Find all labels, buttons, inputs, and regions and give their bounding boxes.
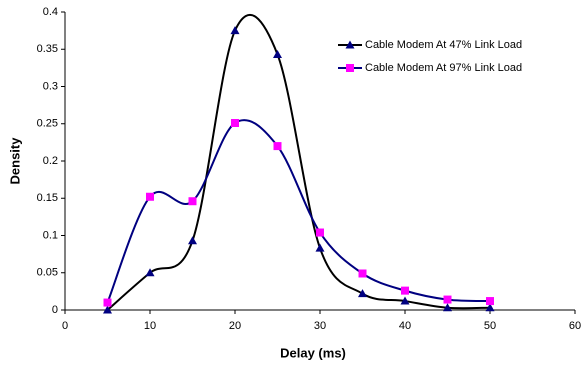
x-tick-label: 50 [484,320,496,332]
y-tick-label: 0.15 [37,192,58,204]
y-tick-label: 0.2 [43,155,58,167]
y-tick-label: 0.1 [43,229,58,241]
x-tick-label: 40 [399,320,411,332]
y-tick-label: 0.25 [37,118,58,130]
y-axis-title: Density [7,137,22,185]
x-axis-title: Delay (ms) [280,345,346,360]
marker [485,303,495,312]
legend-marker [345,40,355,49]
marker [316,228,324,237]
marker [273,142,282,151]
marker [230,26,240,35]
series-line [106,119,491,303]
legend-label: Cable Modem At 97% Link Load [365,62,522,74]
y-tick-label: 0.35 [37,43,58,55]
marker [315,243,325,252]
marker [486,297,494,306]
marker [103,298,112,307]
y-tick-label: 0.05 [37,267,58,279]
marker [103,305,112,314]
marker [188,236,197,245]
y-tick-label: 0.4 [43,6,58,18]
marker [145,268,155,277]
marker [401,286,409,295]
x-tick-label: 20 [229,320,241,332]
legend-marker [346,64,354,72]
marker [443,295,452,304]
series-line [106,14,491,311]
marker [400,296,410,305]
x-tick-label: 10 [144,320,156,332]
marker [443,303,452,312]
marker [231,119,239,128]
x-tick-label: 60 [569,320,581,332]
x-tick-label: 0 [62,320,68,332]
y-tick-label: 0.3 [43,80,58,92]
legend-label: Cable Modem At 47% Link Load [365,39,522,51]
marker [273,49,282,58]
marker [358,289,367,298]
x-tick-label: 30 [314,320,326,332]
marker [188,197,197,206]
y-tick-label: 0 [52,304,58,316]
marker [146,192,154,201]
marker [358,269,367,278]
